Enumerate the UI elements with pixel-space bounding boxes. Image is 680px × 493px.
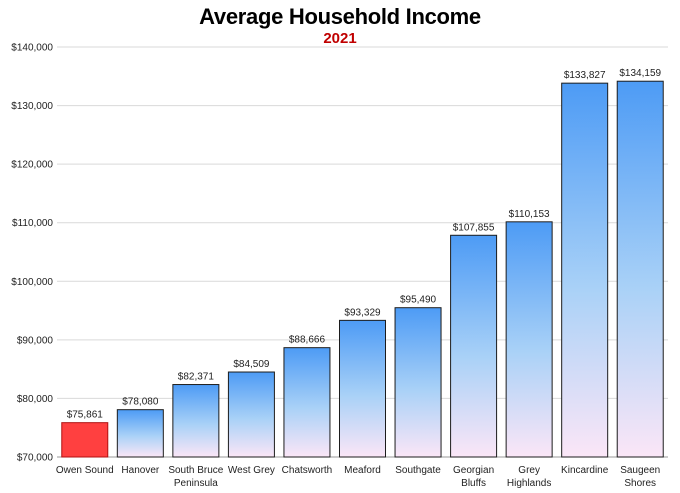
y-tick-label: $140,000 [11,43,53,54]
y-tick-label: $100,000 [11,277,53,288]
bars [61,80,664,458]
x-tick-label: Meaford [344,465,381,476]
data-label: $107,855 [453,222,495,233]
bar [339,319,386,458]
x-tick-label: Saugeen Shores [620,465,660,489]
data-label: $134,159 [619,68,661,79]
data-labels: $75,861 $78,080 $82,371 $84,509 $88,666 $93,3… [67,68,662,420]
data-label: $95,490 [400,295,437,306]
y-tick-label: $90,000 [17,335,54,346]
x-tick-label: Southgate [395,465,441,476]
y-tick-label: $80,000 [17,394,54,405]
y-axis-ticks: $70,000 $80,000 $90,000 $100,000 $110,000 $12… [11,43,53,464]
bar [394,307,442,458]
y-tick-label: $110,000 [12,218,53,229]
data-label: $75,861 [67,410,104,421]
x-tick-label: Chatsworth [282,465,333,476]
x-tick-label: South Bruce Peninsula [168,465,223,489]
x-tick-label: Hanover [121,465,159,476]
x-tick-label: Kincardine [561,465,609,476]
y-tick-label: $70,000 [17,453,54,464]
data-label: $78,080 [122,397,159,408]
data-label: $84,509 [233,359,270,370]
bar [116,409,164,458]
data-label: $93,329 [344,307,381,318]
x-tick-label: West Grey [228,465,275,476]
chart-title: Average Household Income [199,4,481,29]
data-label: $88,666 [289,335,326,346]
x-tick-label: Owen Sound [56,465,114,476]
data-label: $82,371 [178,372,215,383]
x-tick-label: Grey Highlands [507,465,551,489]
bar [283,347,331,458]
bar [227,371,275,458]
x-axis-ticks: Owen Sound Hanover South Bruce Peninsula Wes… [56,465,660,489]
bar [61,422,109,458]
bar [450,234,498,458]
data-label: $133,827 [564,70,606,81]
x-tick-label: Georgian Bluffs [453,465,494,489]
chart-subtitle: 2021 [323,30,357,47]
bar [561,82,609,458]
bar [616,80,664,458]
y-tick-label: $120,000 [11,160,53,171]
y-tick-label: $130,000 [11,101,53,112]
bar [172,384,220,458]
data-label: $110,153 [509,209,550,220]
bar [505,221,553,458]
